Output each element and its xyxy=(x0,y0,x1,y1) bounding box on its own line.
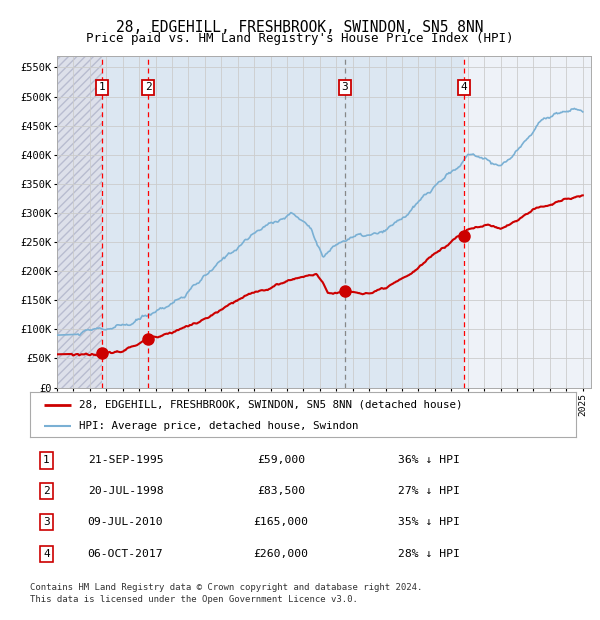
Text: £165,000: £165,000 xyxy=(254,517,308,527)
Bar xyxy=(464,56,591,388)
Bar xyxy=(101,56,148,388)
Text: 3: 3 xyxy=(43,517,50,527)
Text: £83,500: £83,500 xyxy=(257,486,305,496)
Text: 4: 4 xyxy=(460,82,467,92)
Text: 28, EDGEHILL, FRESHBROOK, SWINDON, SN5 8NN (detached house): 28, EDGEHILL, FRESHBROOK, SWINDON, SN5 8… xyxy=(79,400,463,410)
Text: 2: 2 xyxy=(145,82,152,92)
Text: 21-SEP-1995: 21-SEP-1995 xyxy=(88,456,163,466)
Text: 35% ↓ HPI: 35% ↓ HPI xyxy=(398,517,460,527)
Text: £260,000: £260,000 xyxy=(254,549,308,559)
Bar xyxy=(57,56,101,388)
Text: 3: 3 xyxy=(341,82,348,92)
Text: 27% ↓ HPI: 27% ↓ HPI xyxy=(398,486,460,496)
Text: Contains HM Land Registry data © Crown copyright and database right 2024.: Contains HM Land Registry data © Crown c… xyxy=(30,583,422,592)
Text: 09-JUL-2010: 09-JUL-2010 xyxy=(88,517,163,527)
Text: This data is licensed under the Open Government Licence v3.0.: This data is licensed under the Open Gov… xyxy=(30,595,358,604)
Text: Price paid vs. HM Land Registry's House Price Index (HPI): Price paid vs. HM Land Registry's House … xyxy=(86,32,514,45)
Text: HPI: Average price, detached house, Swindon: HPI: Average price, detached house, Swin… xyxy=(79,421,359,431)
Text: £59,000: £59,000 xyxy=(257,456,305,466)
Text: 4: 4 xyxy=(43,549,50,559)
Bar xyxy=(57,56,101,388)
Text: 36% ↓ HPI: 36% ↓ HPI xyxy=(398,456,460,466)
Text: 1: 1 xyxy=(43,456,50,466)
Text: 28, EDGEHILL, FRESHBROOK, SWINDON, SN5 8NN: 28, EDGEHILL, FRESHBROOK, SWINDON, SN5 8… xyxy=(116,20,484,35)
Bar xyxy=(148,56,345,388)
Text: 2: 2 xyxy=(43,486,50,496)
Bar xyxy=(345,56,464,388)
Text: 20-JUL-1998: 20-JUL-1998 xyxy=(88,486,163,496)
Text: 1: 1 xyxy=(98,82,105,92)
Text: 28% ↓ HPI: 28% ↓ HPI xyxy=(398,549,460,559)
Text: 06-OCT-2017: 06-OCT-2017 xyxy=(88,549,163,559)
